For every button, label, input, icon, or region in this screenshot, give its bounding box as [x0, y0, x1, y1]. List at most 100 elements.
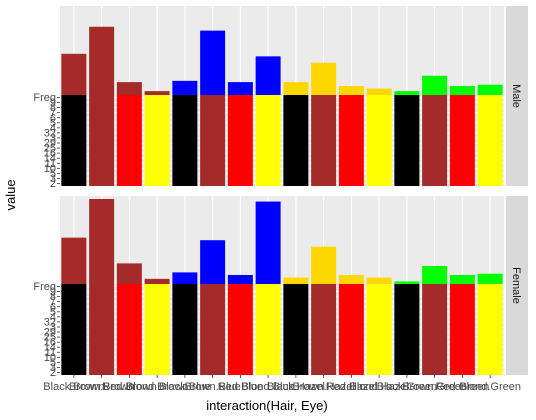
y-tick-label: 14	[44, 342, 56, 354]
y-tick-label: 3	[50, 173, 56, 185]
bar-base-blond-hazel	[366, 284, 392, 375]
bar-red-brown	[116, 82, 142, 95]
x-tick-label: Black.Blue	[159, 381, 211, 393]
y-tick-label: 3	[50, 321, 56, 333]
bar-black-green	[394, 91, 420, 95]
bar-base-blond-brown	[144, 284, 170, 375]
bar-base-brown-green	[422, 284, 448, 375]
bar-black-brown	[61, 53, 87, 95]
x-tick-label: Red.Hazel	[326, 381, 377, 393]
bar-blond-green	[477, 273, 503, 284]
x-tick-label: Red.Brown	[102, 381, 156, 393]
x-tick-label: Brown.Hazel	[292, 381, 354, 393]
y-tick-label: 29	[44, 327, 56, 339]
y-tick-label: Freq	[33, 281, 56, 293]
bar-red-green	[449, 274, 475, 284]
bar-black-brown	[61, 237, 87, 284]
x-tick-label: Red.Green	[435, 381, 489, 393]
x-tick-label: Black.Hazel	[267, 381, 325, 393]
bar-base-red-hazel	[338, 284, 364, 375]
bar-base-brown-hazel	[311, 95, 337, 186]
facet-strip	[506, 196, 528, 375]
y-tick-label: 7	[50, 107, 56, 119]
y-tick-label: 25	[44, 143, 56, 155]
y-tick-label: 32	[44, 127, 56, 139]
bar-black-hazel	[283, 277, 309, 284]
bar-base-blond-green	[477, 95, 503, 186]
bar-base-black-hazel	[283, 95, 309, 186]
bar-base-brown-blue	[200, 95, 226, 186]
y-tick-label: 10	[44, 352, 56, 364]
bar-brown-brown	[89, 26, 115, 95]
bar-red-hazel	[338, 85, 364, 95]
x-tick-label: Blond.Green	[459, 381, 521, 393]
bar-black-green	[394, 281, 420, 284]
y-tick-label: 25	[44, 332, 56, 344]
bar-base-black-blue	[172, 284, 198, 375]
y-tick-label: 4	[50, 311, 56, 323]
bar-red-blue	[227, 274, 253, 284]
x-tick-label: Brown.Green	[402, 381, 467, 393]
y-tick-label: 6	[50, 301, 56, 313]
y-tick-label: 32	[44, 316, 56, 328]
bar-blond-brown	[144, 91, 170, 95]
y-axis-title: value	[3, 179, 18, 210]
facet-strip-label: Female	[510, 267, 522, 304]
x-tick-label: Blond.Hazel	[349, 381, 408, 393]
y-tick-label: 2	[50, 178, 56, 190]
bar-blond-hazel	[366, 277, 392, 284]
bar-base-red-blue	[227, 95, 253, 186]
y-tick-label: 14	[44, 153, 56, 165]
bar-red-blue	[227, 82, 253, 95]
bar-brown-brown	[89, 199, 115, 284]
bar-red-green	[449, 85, 475, 95]
bar-blond-blue	[255, 56, 281, 95]
y-tick-label: 4	[50, 122, 56, 134]
bar-base-brown-green	[422, 95, 448, 186]
y-tick-label: 8	[50, 102, 56, 114]
x-tick-label: Black.Brown	[43, 381, 104, 393]
y-tick-label: 5	[50, 357, 56, 369]
y-tick-label: 29	[44, 138, 56, 150]
x-tick-label: Red.Blue	[218, 381, 263, 393]
bar-black-blue	[172, 80, 198, 95]
y-tick-label: 5	[50, 306, 56, 318]
bar-base-black-blue	[172, 95, 198, 186]
bar-red-hazel	[338, 274, 364, 284]
x-tick-label: Brown.Blue	[184, 381, 240, 393]
bar-brown-blue	[200, 30, 226, 95]
bar-base-black-green	[394, 95, 420, 186]
y-tick-label: 3	[50, 362, 56, 374]
panels-layer: Freq987654323292516141110532MaleFreq9876…	[33, 6, 528, 393]
bar-base-red-green	[449, 284, 475, 375]
bar-base-red-hazel	[338, 95, 364, 186]
bar-red-brown	[116, 263, 142, 284]
y-tick-label: 6	[50, 112, 56, 124]
bar-blond-brown	[144, 278, 170, 284]
facet-strip	[506, 6, 528, 186]
y-tick-label: 2	[50, 367, 56, 379]
bar-blond-blue	[255, 201, 281, 284]
y-tick-label: 16	[44, 337, 56, 349]
bar-blond-green	[477, 84, 503, 95]
y-tick-label: 16	[44, 148, 56, 160]
x-tick-label: Brown.Brown	[69, 381, 134, 393]
bar-base-black-hazel	[283, 284, 309, 375]
bar-base-black-brown	[61, 95, 87, 186]
x-tick-label: Black.Green	[377, 381, 438, 393]
y-tick-label: 3	[50, 132, 56, 144]
bar-base-red-brown	[116, 95, 142, 186]
bar-brown-hazel	[311, 246, 337, 284]
y-tick-label: 5	[50, 117, 56, 129]
bar-base-blond-green	[477, 284, 503, 375]
bar-blond-hazel	[366, 88, 392, 95]
bar-brown-hazel	[311, 62, 337, 95]
bar-black-blue	[172, 272, 198, 284]
bar-base-black-green	[394, 284, 420, 375]
bar-base-blond-brown	[144, 95, 170, 186]
bar-base-red-green	[449, 95, 475, 186]
bar-base-brown-brown	[89, 284, 115, 375]
facet-strip-label: Male	[510, 84, 522, 108]
y-tick-label: 10	[44, 163, 56, 175]
bar-base-brown-brown	[89, 95, 115, 186]
